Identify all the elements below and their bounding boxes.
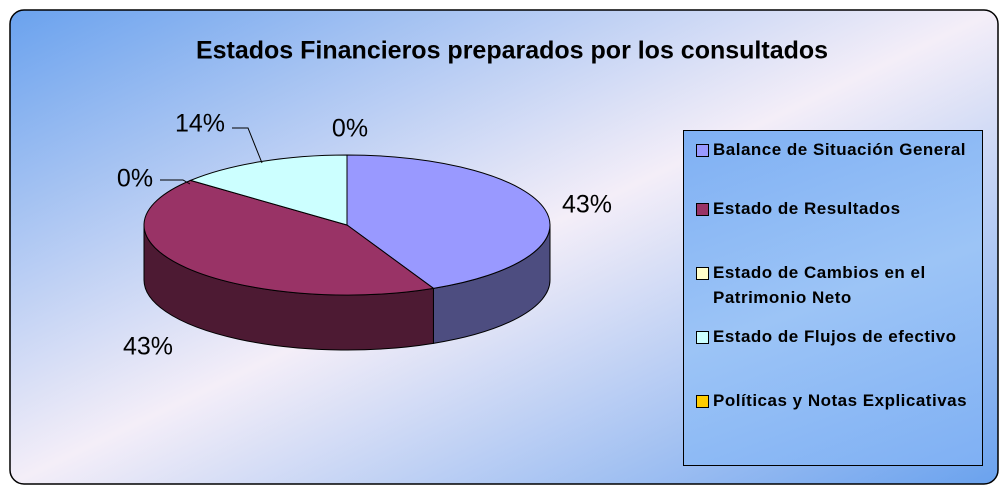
legend-swatch xyxy=(696,144,709,157)
pie-slice xyxy=(346,154,551,289)
legend-item: Estado de Flujos de efectivo xyxy=(696,324,976,388)
legend-item: Balance de Situación General xyxy=(696,137,976,196)
data-label: 0% xyxy=(332,115,368,143)
chart-title: Estados Financieros preparados por los c… xyxy=(196,37,828,65)
legend-swatch xyxy=(696,203,709,216)
legend-label: Políticas y Notas Explicativas xyxy=(713,391,968,410)
legend-item: Políticas y Notas Explicativas xyxy=(696,388,976,448)
leader-line xyxy=(232,127,263,164)
legend-swatch xyxy=(696,331,709,344)
legend-label: Balance de Situación General xyxy=(713,140,967,159)
legend-label: Estado de Flujos de efectivo xyxy=(713,327,957,346)
leader-line xyxy=(160,179,191,185)
legend-label: Estado de Resultados xyxy=(713,199,901,218)
pie-tops xyxy=(143,154,551,296)
legend-swatch xyxy=(696,395,709,408)
legend-item: Estado de Resultados xyxy=(696,196,976,260)
legend-label: Estado de Cambios en el Patrimonio Neto xyxy=(713,263,926,307)
data-label: 14% xyxy=(175,110,225,138)
legend-swatch xyxy=(696,267,709,280)
data-label: 43% xyxy=(562,191,612,219)
data-label: 0% xyxy=(117,165,153,193)
legend-item: Estado de Cambios en el Patrimonio Neto xyxy=(696,260,976,324)
pie-slice xyxy=(189,154,348,226)
pie-slice xyxy=(143,179,435,296)
pie xyxy=(143,154,551,351)
legend: Balance de Situación General Estado de Re… xyxy=(683,130,983,466)
data-label: 43% xyxy=(123,333,173,361)
